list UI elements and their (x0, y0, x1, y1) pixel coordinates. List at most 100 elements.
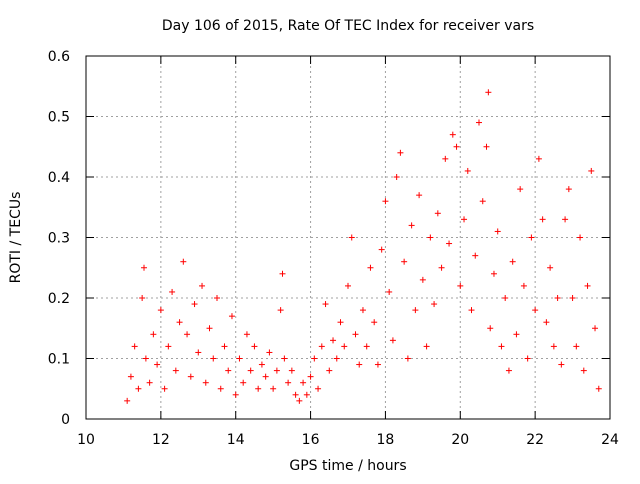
data-point (386, 288, 393, 295)
data-point (580, 367, 587, 374)
data-point (378, 246, 385, 253)
data-point (228, 313, 235, 320)
y-tick-label: 0.4 (48, 170, 70, 186)
data-point (300, 379, 307, 386)
x-ticks: 10 12 14 16 18 20 22 24 (77, 56, 619, 448)
data-point (243, 331, 250, 338)
data-point (577, 234, 584, 241)
data-point (449, 131, 456, 138)
data-point (468, 307, 475, 314)
y-axis-label: ROTI / TECUs (8, 192, 24, 284)
data-point (498, 343, 505, 350)
data-point (558, 361, 565, 368)
data-point (255, 385, 262, 392)
data-point (371, 319, 378, 326)
data-point (199, 282, 206, 289)
data-point (279, 270, 286, 277)
data-point (169, 288, 176, 295)
data-point (476, 119, 482, 126)
data-point (595, 385, 602, 392)
data-point (176, 319, 183, 326)
data-point (127, 373, 134, 380)
y-tick-label: 0.2 (48, 291, 70, 307)
data-point (524, 355, 531, 362)
data-point (505, 367, 512, 374)
data-point (397, 149, 404, 156)
data-point (251, 343, 258, 350)
data-point (307, 373, 314, 380)
data-point (142, 355, 149, 362)
data-point (303, 391, 310, 398)
data-point (419, 276, 426, 283)
data-point (187, 373, 194, 380)
data-point (472, 252, 479, 259)
y-tick-label: 0 (61, 412, 70, 428)
data-point (131, 343, 138, 350)
data-point (539, 216, 546, 223)
data-point (356, 361, 363, 368)
data-point (408, 222, 415, 229)
data-point (165, 343, 172, 350)
data-point (247, 367, 254, 374)
data-point (225, 367, 232, 374)
data-point (543, 319, 550, 326)
data-point (326, 367, 333, 374)
x-tick-label: 24 (601, 432, 619, 448)
x-tick-label: 18 (377, 432, 395, 448)
data-point (285, 379, 292, 386)
data-point (562, 216, 569, 223)
data-point (139, 295, 146, 301)
data-point (442, 155, 449, 162)
data-point (565, 186, 572, 193)
data-point (584, 282, 591, 289)
data-point (262, 373, 269, 380)
data-point (457, 282, 464, 289)
data-point (494, 228, 501, 235)
data-point (528, 234, 535, 241)
points (124, 89, 602, 404)
x-tick-label: 10 (77, 432, 95, 448)
data-point (479, 198, 486, 205)
y-tick-label: 0.1 (48, 352, 70, 368)
data-point (311, 355, 318, 362)
data-point (382, 198, 389, 205)
data-point (266, 349, 273, 356)
data-point (446, 240, 453, 247)
data-point (217, 385, 224, 392)
x-tick-label: 16 (302, 432, 320, 448)
data-point (517, 186, 524, 193)
data-point (412, 307, 419, 314)
data-point (592, 325, 599, 332)
data-point (124, 397, 131, 404)
data-point (389, 337, 396, 344)
data-point (180, 258, 187, 265)
data-point (363, 343, 370, 350)
data-point (434, 210, 441, 217)
data-point (232, 391, 239, 398)
data-point (277, 307, 284, 314)
y-ticks: 0 0.1 0.2 0.3 0.4 0.5 0.6 (48, 49, 610, 428)
data-point (487, 325, 494, 332)
data-point (535, 155, 542, 162)
data-point (569, 295, 576, 301)
chart-title: Day 106 of 2015, Rate Of TEC Index for r… (162, 18, 534, 34)
data-point (191, 301, 198, 308)
data-point (485, 89, 492, 96)
data-point (195, 349, 202, 356)
data-point (483, 143, 490, 150)
data-point (352, 331, 359, 338)
data-point (550, 343, 557, 350)
data-point (438, 264, 445, 271)
data-point (348, 234, 355, 241)
data-point (509, 258, 516, 265)
data-point (270, 385, 277, 392)
data-point (513, 331, 520, 338)
data-point (202, 379, 209, 386)
x-tick-label: 14 (227, 432, 245, 448)
data-point (461, 216, 468, 223)
data-point (423, 343, 430, 350)
data-point (157, 307, 164, 314)
data-point (206, 325, 213, 332)
